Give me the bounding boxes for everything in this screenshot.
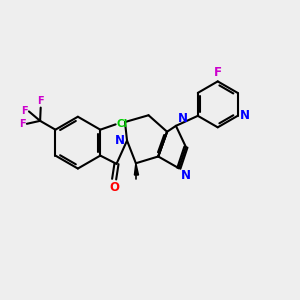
Text: F: F xyxy=(19,119,26,129)
Text: N: N xyxy=(178,112,188,125)
Text: F: F xyxy=(38,96,44,106)
Text: O: O xyxy=(109,181,119,194)
Text: N: N xyxy=(239,109,249,122)
Text: F: F xyxy=(21,106,28,116)
Text: N: N xyxy=(115,134,125,147)
Text: F: F xyxy=(214,66,222,79)
Text: Cl: Cl xyxy=(116,119,128,129)
Polygon shape xyxy=(134,163,139,175)
Text: N: N xyxy=(181,169,190,182)
